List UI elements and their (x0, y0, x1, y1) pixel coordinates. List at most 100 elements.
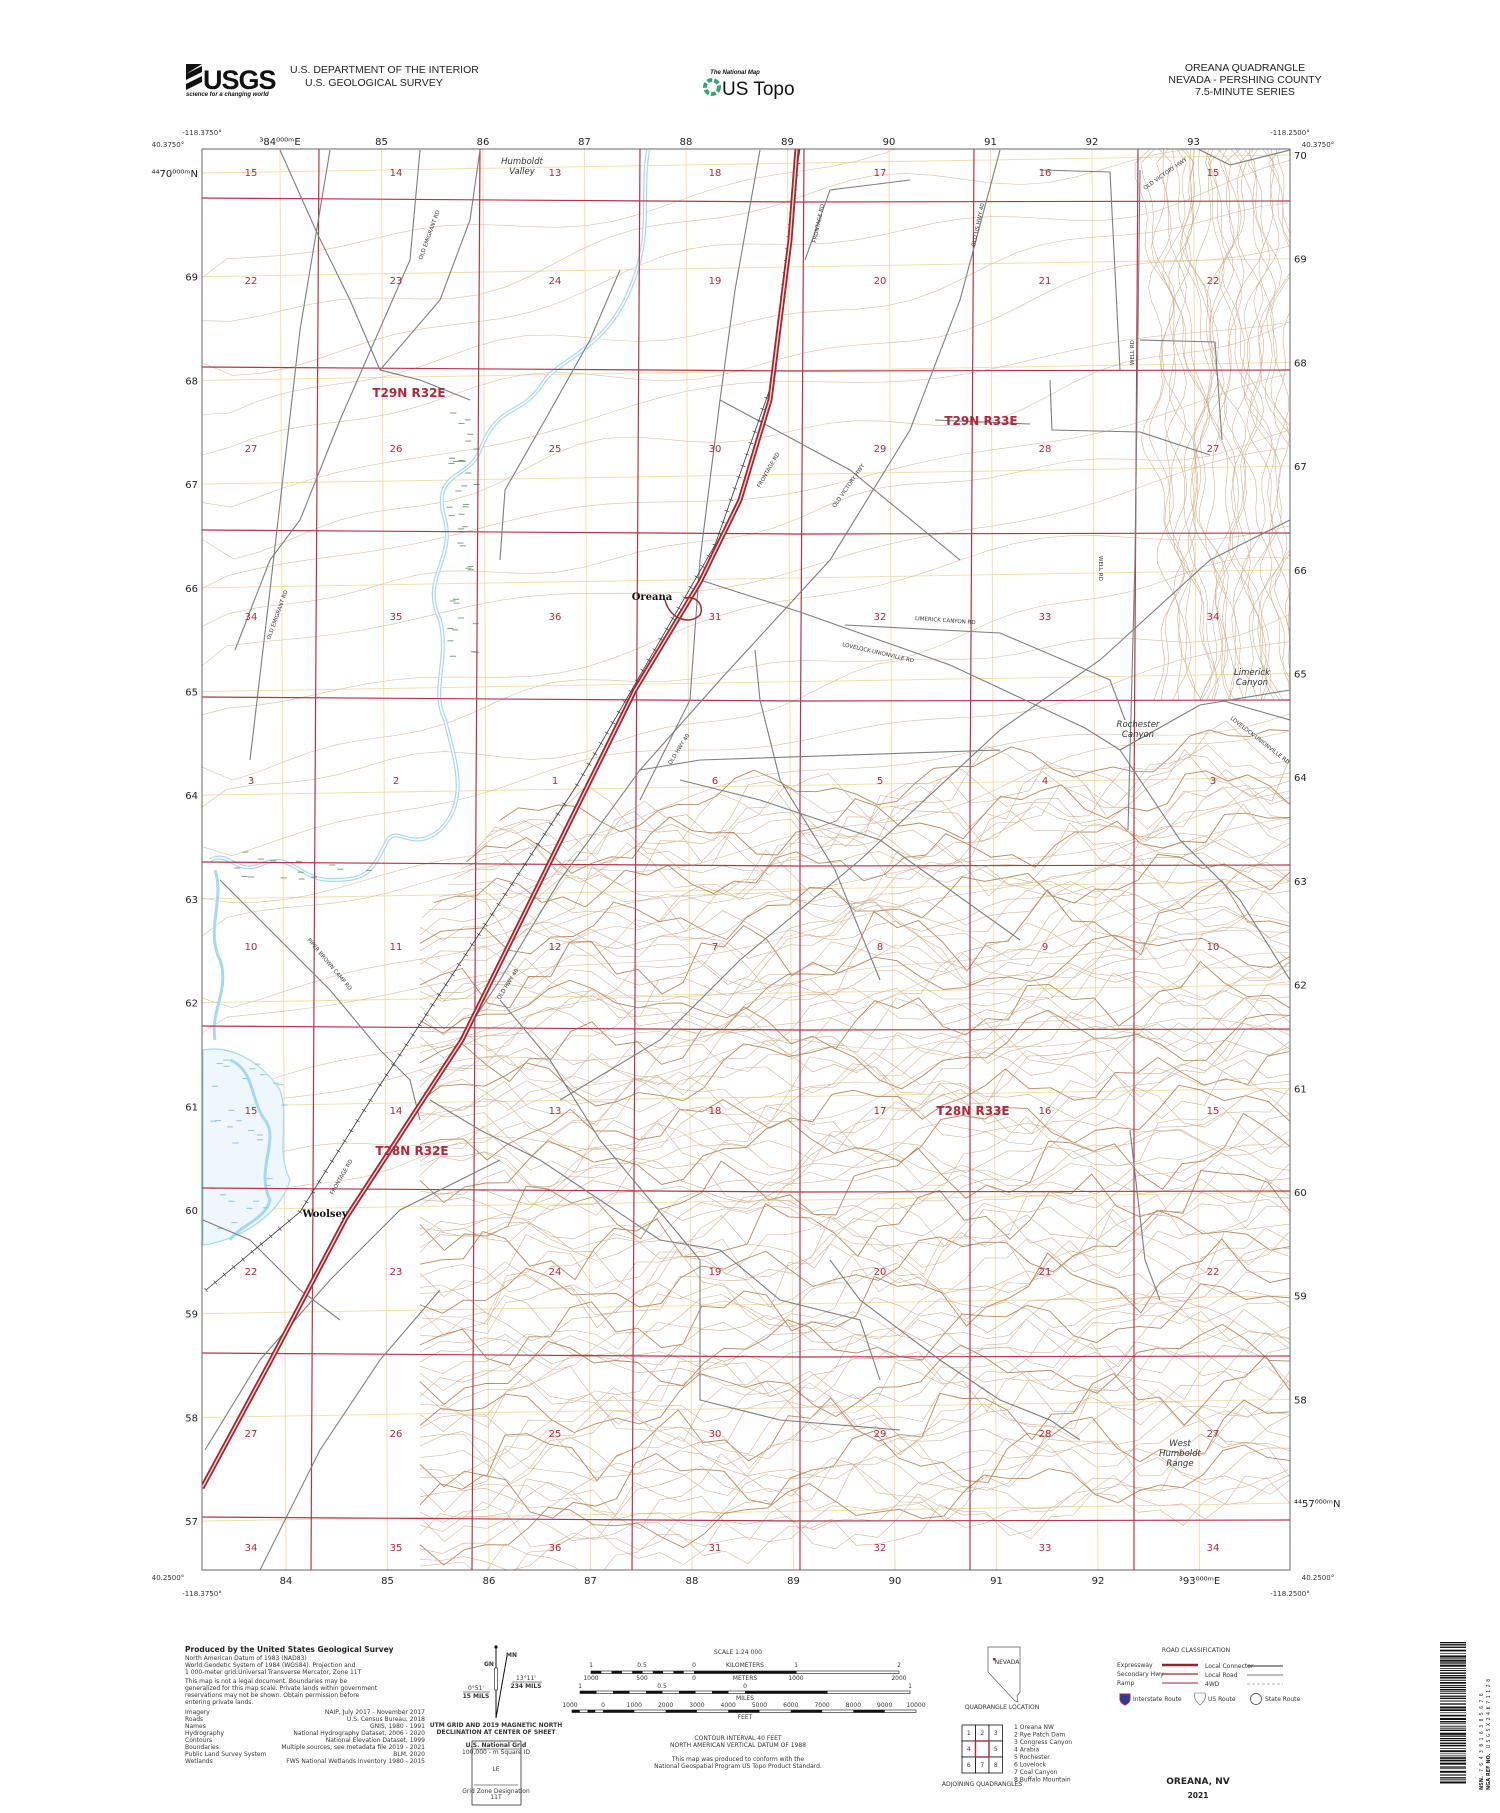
section-number: 22 (245, 1267, 258, 1278)
barcode-bar (1440, 1762, 1466, 1765)
svg-text:This map is not a legal docume: This map is not a legal document. Bounda… (184, 1678, 347, 1685)
scale-tick-label: 3000 (689, 1702, 704, 1709)
adjoining-quad-name: 1 Oreana NW (1014, 1724, 1054, 1731)
railroad-tie (469, 942, 475, 947)
barcode-bar (1440, 1679, 1466, 1681)
contour-line (202, 952, 1288, 1165)
northing-label: 68 (185, 376, 198, 387)
current-quad-cell (974, 1740, 990, 1758)
contour-line (419, 1144, 1290, 1239)
scale-tick-label: 6000 (783, 1702, 798, 1709)
section-number: 11 (390, 942, 403, 953)
railroad-tie (694, 575, 699, 579)
section-line (202, 1352, 1290, 1358)
section-line (799, 149, 805, 1570)
production-notes: Produced by the United States Geological… (184, 1645, 425, 1765)
map-body[interactable]: T29N R32E T29N R33E T28N R33E T28N R32E … (202, 79, 1309, 1587)
quadrangle-location-map: NEVADA QUADRANGLE LOCATION (965, 1646, 1039, 1711)
railroad-tie (502, 892, 508, 897)
road (659, 1239, 881, 1381)
railroad-tie (361, 1108, 367, 1113)
railroad-tie (316, 1179, 322, 1184)
section-number: 29 (874, 1429, 887, 1440)
railroad-tie (542, 832, 547, 836)
road-class-label: Secondary Hwy (1117, 1671, 1164, 1678)
contour-line (1238, 149, 1284, 701)
contour-line (419, 1087, 1289, 1206)
source-value: BLM, 2020 (393, 1751, 425, 1758)
road (1039, 169, 1121, 371)
northing-label: ⁴⁴57⁰⁰⁰ᵐN (1294, 1499, 1340, 1510)
railroad-tie (384, 1073, 389, 1077)
barcode-bar (1440, 1737, 1466, 1739)
section-number: 5 (877, 776, 883, 787)
svg-text:100,000 - m Square ID: 100,000 - m Square ID (462, 1749, 530, 1756)
source-value: Multiple sources; see metadata file 2019… (281, 1744, 425, 1751)
contour-line (433, 812, 1290, 908)
utm-northing-line (202, 258, 1290, 278)
section-number: 30 (709, 444, 722, 455)
utm-northing-line (202, 154, 1290, 174)
railroad-tie (250, 1249, 255, 1254)
road (1196, 149, 1290, 166)
adjoining-quad-name: 8 Buffalo Mountain (1014, 1777, 1071, 1784)
utm-northing-line (202, 673, 1290, 692)
section-number: 18 (709, 168, 722, 179)
contour-line (419, 1129, 1290, 1232)
svg-text:Rochester: Rochester (1117, 720, 1160, 730)
contour-line (202, 149, 897, 278)
road (829, 1259, 1081, 1441)
northing-label: 70 (1294, 151, 1307, 162)
usgs-wordmark: USGS (203, 65, 276, 95)
railroad-tie (304, 1200, 309, 1204)
route-shield-label: Interstate Route (1133, 1696, 1182, 1703)
road (1139, 339, 1223, 441)
section-number: 29 (874, 444, 887, 455)
northing-label: 63 (1294, 877, 1307, 888)
svg-text:NEVADA: NEVADA (995, 1659, 1021, 1666)
railroad-tie (574, 783, 580, 787)
railroad-tie (483, 922, 488, 927)
railroad-tie (562, 802, 567, 806)
source-value: FWS National Wetlands Inventory 1980 - 2… (286, 1758, 425, 1765)
contour-line (202, 429, 1290, 627)
northing-label: 61 (185, 1102, 198, 1113)
contour-line (419, 908, 1290, 1001)
section-number: 31 (709, 1543, 722, 1554)
section-number: 6 (712, 776, 718, 787)
barcode-bar (1440, 1700, 1466, 1702)
northing-label: 63 (185, 895, 198, 906)
quad-title: OREANA QUADRANGLE (1185, 62, 1305, 74)
northing-label: 59 (1294, 1292, 1307, 1303)
source-label: Public Land Survey System (185, 1751, 267, 1758)
svg-text:234 MILS: 234 MILS (511, 1683, 542, 1690)
road (844, 624, 1126, 721)
contour-line (1270, 149, 1290, 673)
section-number: 34 (1207, 1543, 1220, 1554)
road (639, 749, 1001, 771)
barcode-bar (1440, 1781, 1466, 1784)
section-number: 34 (1207, 612, 1220, 623)
nga-label: NGA REF NO. (1486, 1753, 1492, 1790)
contour-line (419, 995, 1290, 1098)
utm-easting-line (787, 149, 794, 1570)
section-number: 22 (1207, 276, 1220, 287)
railroad-tie (297, 1210, 303, 1214)
easting-label: ³93⁰⁰⁰ᵐE (1179, 1576, 1220, 1587)
road (379, 149, 481, 371)
declination-diagram: MN GN 0°51' 15 MILS 13°11' 234 MILS UTM … (430, 1645, 562, 1736)
section-number: 35 (390, 612, 403, 623)
northing-label: ⁴⁴70⁰⁰⁰ᵐN (152, 169, 198, 180)
scale-tick-label: 8000 (846, 1702, 861, 1709)
railroad-tie (670, 617, 676, 621)
contour-line (419, 1474, 1290, 1570)
barcode-bar (1440, 1653, 1466, 1654)
railroad-tie (268, 1234, 273, 1239)
contour-line (1168, 149, 1202, 700)
source-label: Imagery (185, 1709, 210, 1716)
svg-text:Limerick: Limerick (1234, 668, 1271, 678)
nsn-value: 7643016385676 (1479, 1690, 1485, 1772)
road (559, 519, 1290, 1101)
contour-line (202, 149, 1195, 322)
section-number: 33 (1039, 612, 1052, 623)
